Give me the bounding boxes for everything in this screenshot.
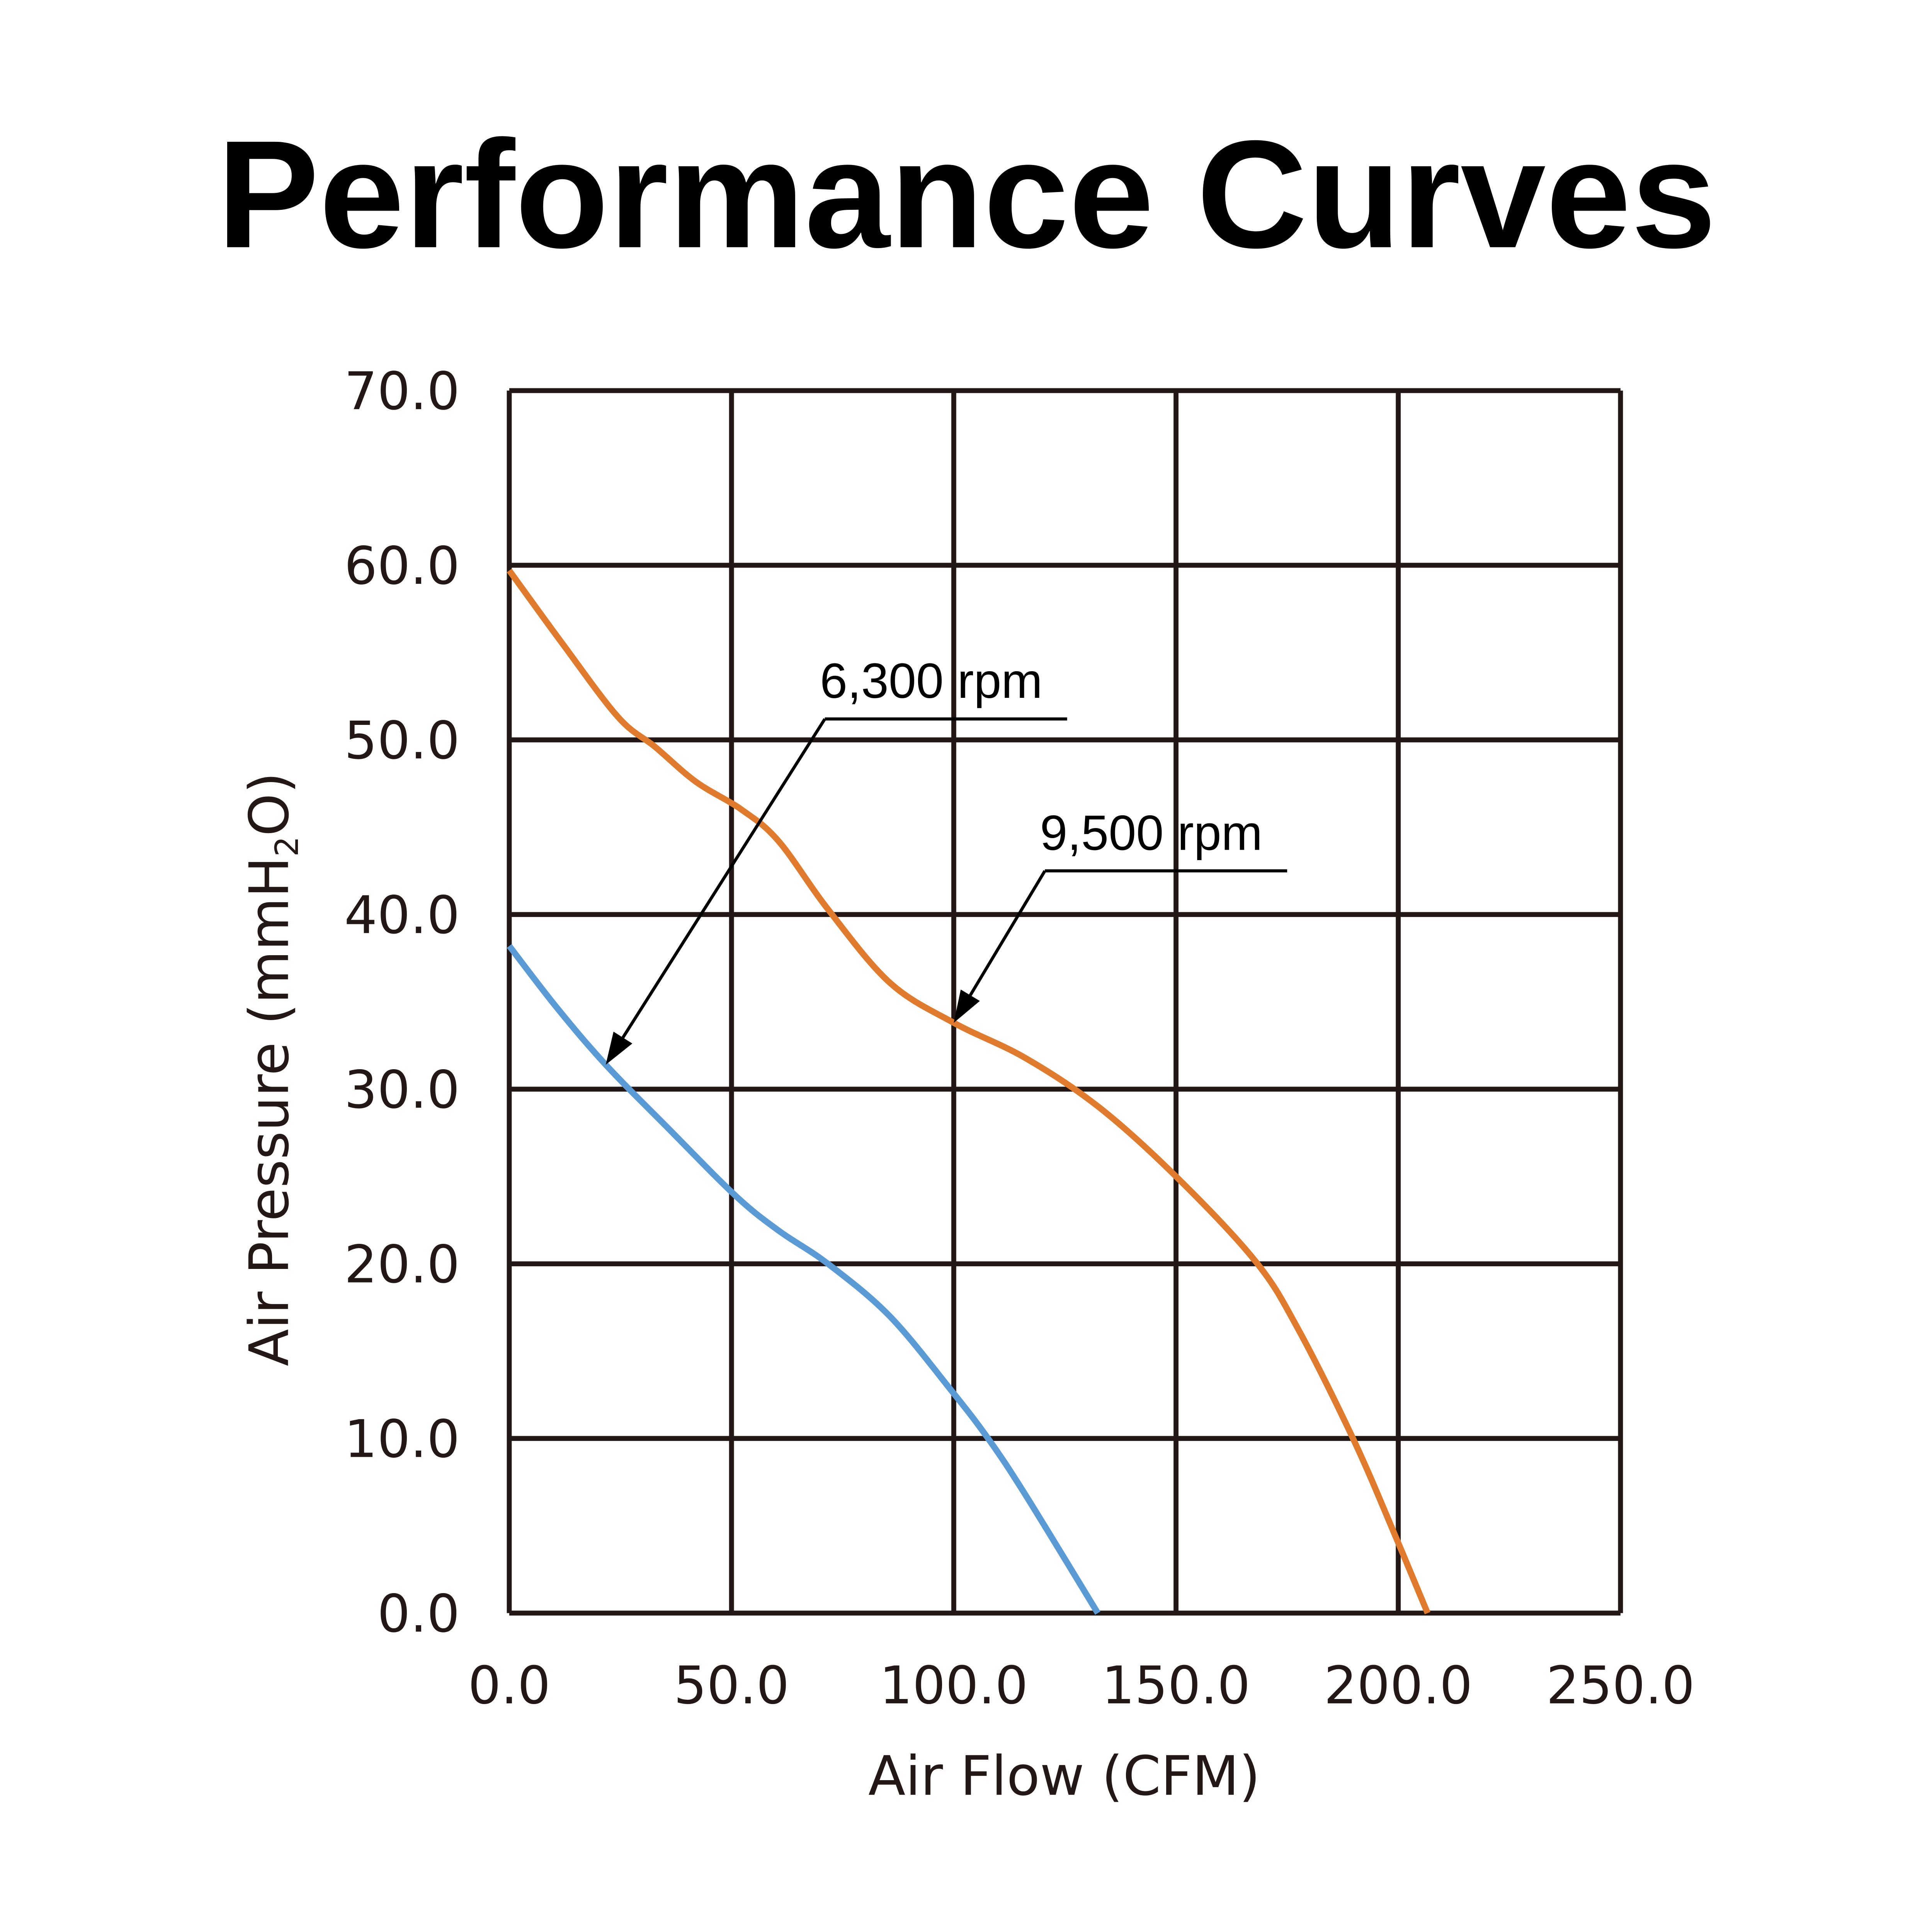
y-tick-label: 60.0 — [344, 536, 460, 596]
annotation-arrowhead-icon — [954, 989, 980, 1023]
grid — [507, 388, 1623, 1616]
y-tick-label: 0.0 — [377, 1583, 460, 1644]
y-axis-label-main: Air Pressure (mmH — [238, 857, 301, 1366]
y-tick-labels: 0.0 10.0 20.0 30.0 40.0 50.0 60.0 70.0 — [344, 361, 460, 1644]
annotation-leader-line — [621, 718, 827, 1039]
x-tick-label: 100.0 — [879, 1655, 1028, 1716]
y-axis-label-end: O) — [238, 772, 301, 836]
y-axis-label-subscript: 2 — [268, 836, 306, 857]
y-tick-label: 70.0 — [344, 361, 460, 422]
annotation-label: 9,500 rpm — [1040, 805, 1262, 861]
x-tick-label: 50.0 — [674, 1655, 789, 1716]
x-tick-label: 0.0 — [468, 1655, 551, 1716]
x-tick-labels: 0.0 50.0 100.0 150.0 200.0 250.0 — [468, 1655, 1695, 1716]
y-tick-label: 40.0 — [344, 885, 460, 946]
y-tick-label: 10.0 — [344, 1409, 460, 1469]
x-tick-label: 200.0 — [1324, 1655, 1473, 1716]
x-tick-label: 150.0 — [1102, 1655, 1250, 1716]
annotation-leader-line — [969, 870, 1046, 996]
annotation-label: 6,300 rpm — [820, 653, 1043, 709]
annotation-arrowhead-icon — [605, 1031, 633, 1065]
annotations: 6,300 rpm 9,500 rpm — [605, 653, 1287, 1065]
chart-title: Performance Curves — [217, 109, 1716, 280]
y-tick-label: 50.0 — [344, 710, 460, 771]
series-line-6300-rpm — [507, 944, 1100, 1615]
series-line-9500-rpm — [507, 568, 1430, 1614]
series-group — [507, 568, 1430, 1615]
y-tick-label: 30.0 — [344, 1060, 460, 1120]
y-axis-label: Air Pressure (mmH2O) — [238, 772, 306, 1366]
x-tick-label: 250.0 — [1546, 1655, 1695, 1716]
y-tick-label: 20.0 — [344, 1234, 460, 1295]
x-axis-label: Air Flow (CFM) — [868, 1745, 1260, 1808]
